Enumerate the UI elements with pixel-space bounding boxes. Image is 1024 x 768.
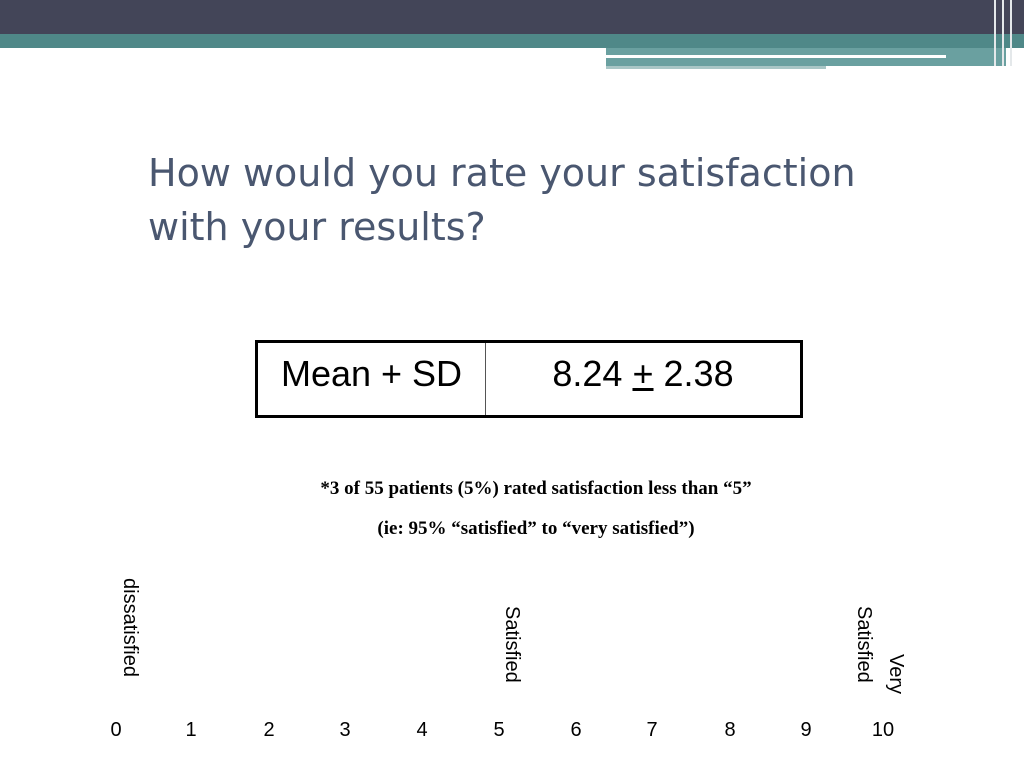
stats-label-cell: Mean + SD [258,343,486,415]
slide-title-line2: with your results? [148,205,486,249]
stats-value-cell: 8.24 + 2.38 [486,343,800,415]
scale-tick: 5 [493,719,505,741]
header-white-line [0,48,606,51]
header-accent-line-lower [606,66,826,69]
scale-anchor-mid: Satisfied [501,606,523,683]
scale-tick: 8 [724,719,736,741]
scale-tick: 0 [110,719,122,741]
footnote-line1: *3 of 55 patients (5%) rated satisfactio… [320,478,752,499]
stats-table: Mean + SD 8.24 + 2.38 [255,340,803,418]
scale-tick: 6 [570,719,582,741]
scale-anchor-high-line2: Satisfied [853,606,875,683]
scale-anchor-high-line1: Very [885,654,907,695]
scale-tick: 2 [263,719,275,741]
mean-value: 8.24 [552,353,623,394]
scale-tick: 10 [871,719,895,741]
slide-title: How would you rate your satisfaction wit… [148,146,948,254]
plus-minus-sign: + [632,353,654,394]
header-teal-bar [0,34,1024,48]
footnote-line2: (ie: 95% “satisfied” to “very satisfied”… [377,518,695,539]
scale-anchor-low: dissatisfied [119,578,141,677]
scale-tick: 1 [185,719,197,741]
header-dark-bar [0,0,1024,34]
scale-tick: 9 [800,719,812,741]
header-accent-line [606,55,946,58]
header-stripe [1010,0,1012,66]
scale-tick: 7 [646,719,658,741]
header-stripe [1002,0,1004,66]
header-stripe [994,0,996,66]
sd-value: 2.38 [663,353,734,394]
scale-tick: 4 [416,719,428,741]
slide-title-line1: How would you rate your satisfaction [148,151,856,195]
scale-tick: 3 [339,719,351,741]
